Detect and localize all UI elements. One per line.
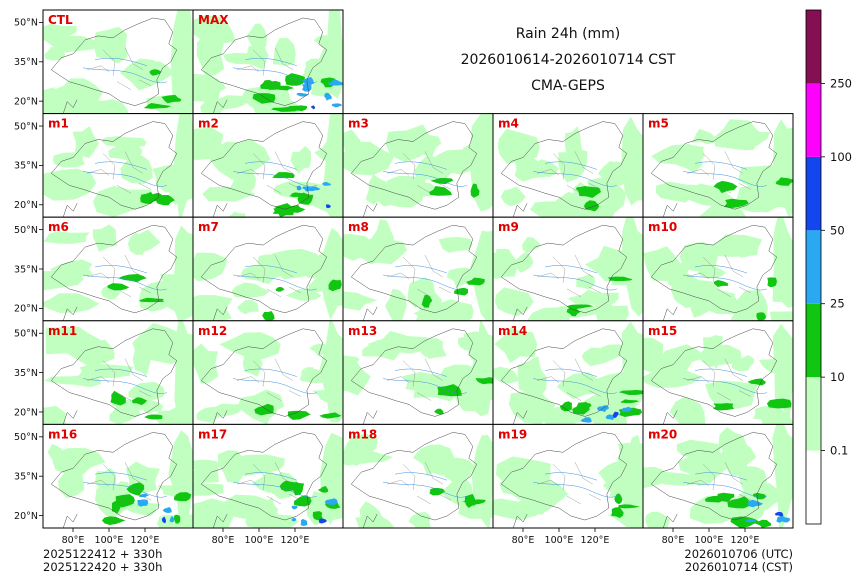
lat-tick-label: 50°N bbox=[14, 18, 38, 29]
lat-tick-label: 50°N bbox=[14, 225, 38, 236]
colorbar-swatch bbox=[806, 304, 821, 377]
panel-label-m11: m11 bbox=[48, 324, 77, 338]
footer-valid-cst: 2026010714 (CST) bbox=[684, 561, 793, 574]
lat-tick-label: 35°N bbox=[14, 57, 38, 68]
map-area bbox=[493, 114, 648, 232]
panel-label-m6: m6 bbox=[48, 220, 69, 234]
map-area bbox=[17, 0, 199, 126]
panel-label-m10: m10 bbox=[648, 220, 677, 234]
colorbar-level-label: 10 bbox=[830, 370, 845, 384]
map-panel-m6: m6 bbox=[27, 217, 211, 326]
lon-tick-label: 120°E bbox=[731, 535, 760, 546]
map-panel-m17: m17 bbox=[168, 424, 352, 536]
map-area bbox=[321, 424, 504, 542]
map-panel-CTL: CTL bbox=[17, 0, 199, 126]
footer-valid-time: 2026010706 (UTC) 2026010714 (CST) bbox=[684, 548, 793, 574]
lat-tick-label: 35°N bbox=[14, 368, 38, 379]
lat-tick-label: 20°N bbox=[14, 407, 38, 418]
lon-tick-label: 100°E bbox=[95, 535, 124, 546]
colorbar-swatch bbox=[806, 83, 821, 156]
map-area bbox=[319, 217, 500, 328]
lon-tick-label: 100°E bbox=[245, 535, 274, 546]
footer-init-cst: 2025122420 + 330h bbox=[43, 561, 162, 574]
lat-tick-label: 20°N bbox=[14, 96, 38, 107]
map-panel-m19: m19 bbox=[484, 424, 659, 528]
map-panel-m11: m11 bbox=[22, 314, 198, 436]
colorbar-swatch bbox=[806, 157, 821, 230]
map-panel-m13: m13 bbox=[325, 319, 509, 425]
lon-tick-label: 120°E bbox=[281, 535, 310, 546]
lon-tick-label: 80°E bbox=[512, 535, 535, 546]
panel-label-m20: m20 bbox=[648, 427, 677, 441]
lat-tick-label: 20°N bbox=[14, 200, 38, 211]
lat-tick-label: 35°N bbox=[14, 264, 38, 275]
panel-label-m18: m18 bbox=[348, 427, 377, 441]
lon-tick-label: 100°E bbox=[695, 535, 724, 546]
panel-label-m16: m16 bbox=[48, 427, 77, 441]
lon-tick-label: 80°E bbox=[662, 535, 685, 546]
lat-tick-label: 20°N bbox=[14, 304, 38, 315]
panel-label-m5: m5 bbox=[648, 117, 669, 131]
colorbar-level-label: 50 bbox=[830, 223, 845, 237]
colorbar-swatch bbox=[806, 377, 821, 450]
map-panel-m14: m14 bbox=[490, 321, 647, 429]
lon-tick-label: 80°E bbox=[62, 535, 85, 546]
panel-label-m17: m17 bbox=[198, 427, 227, 441]
panel-label-m7: m7 bbox=[198, 220, 219, 234]
colorbar-swatch bbox=[806, 451, 821, 524]
panel-label-m15: m15 bbox=[648, 324, 677, 338]
lat-tick-label: 50°N bbox=[14, 121, 38, 132]
map-panel-m10: m10 bbox=[643, 207, 813, 331]
map-area bbox=[168, 424, 352, 536]
panel-label-m13: m13 bbox=[348, 324, 377, 338]
panel-label-m19: m19 bbox=[498, 427, 527, 441]
colorbar-level-label: 25 bbox=[830, 297, 845, 311]
panel-label-m9: m9 bbox=[498, 220, 519, 234]
map-panel-m9: m9 bbox=[480, 205, 662, 331]
map-area bbox=[643, 114, 805, 232]
panel-label-m12: m12 bbox=[198, 324, 227, 338]
footer-init-time: 2025122412 + 330h 2025122420 + 330h bbox=[43, 548, 162, 574]
panel-label-m4: m4 bbox=[498, 117, 519, 131]
map-panel-m18: m18 bbox=[321, 424, 504, 542]
lat-tick-label: 35°N bbox=[14, 161, 38, 172]
colorbar-level-label: 250 bbox=[830, 76, 852, 90]
lon-tick-label: 120°E bbox=[581, 535, 610, 546]
map-panel-m15: m15 bbox=[628, 321, 817, 435]
colorbar-swatch bbox=[806, 10, 821, 83]
panel-label-CTL: CTL bbox=[48, 13, 73, 27]
panel-label-m8: m8 bbox=[348, 220, 369, 234]
lon-tick-label: 120°E bbox=[131, 535, 160, 546]
panel-label-MAX: MAX bbox=[198, 13, 229, 27]
map-panel-m8: m8 bbox=[319, 217, 500, 328]
title-period: 2026010614-2026010714 CST bbox=[418, 52, 718, 68]
map-panel-MAX: MAX bbox=[167, 0, 358, 122]
map-area bbox=[167, 0, 358, 122]
map-area bbox=[628, 321, 817, 435]
title-variable: Rain 24h (mm) bbox=[418, 26, 718, 42]
map-panel-m20: m20 bbox=[630, 412, 799, 535]
lat-tick-label: 35°N bbox=[14, 472, 38, 483]
map-panel-m1: m1 bbox=[32, 102, 200, 224]
lat-tick-label: 50°N bbox=[14, 329, 38, 340]
colorbar-level-label: 0.1 bbox=[830, 444, 848, 458]
title-model: CMA-GEPS bbox=[418, 78, 718, 94]
map-panel-m2: m2 bbox=[179, 102, 353, 223]
map-panel-m3: m3 bbox=[337, 101, 505, 217]
panel-label-m2: m2 bbox=[198, 117, 219, 131]
lat-tick-label: 20°N bbox=[14, 511, 38, 522]
lon-tick-label: 100°E bbox=[545, 535, 574, 546]
lat-tick-label: 50°N bbox=[14, 432, 38, 443]
colorbar-swatch bbox=[806, 230, 821, 303]
map-panel-m7: m7 bbox=[183, 217, 347, 322]
colorbar-level-label: 100 bbox=[830, 150, 852, 164]
map-panel-m4: m4 bbox=[493, 114, 648, 232]
map-panel-m5: m5 bbox=[643, 114, 805, 232]
panel-label-m3: m3 bbox=[348, 117, 369, 131]
panel-label-m14: m14 bbox=[498, 324, 527, 338]
lon-tick-label: 80°E bbox=[212, 535, 235, 546]
panel-label-m1: m1 bbox=[48, 117, 69, 131]
colorbar: 0.1 10 25 50 100 250 bbox=[806, 10, 852, 524]
